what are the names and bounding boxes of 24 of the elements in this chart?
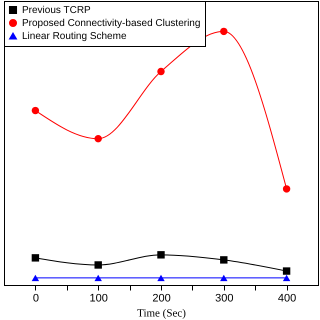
x-axis-title: Time (Sec) (137, 308, 186, 320)
point (32, 106, 40, 114)
point (32, 254, 40, 262)
x-tick-label: 400 (278, 292, 296, 304)
legend-label: Linear Routing Scheme (22, 31, 127, 42)
legend-label: Proposed Connectivity-based Clustering (22, 18, 200, 29)
point (157, 274, 165, 282)
x-tick-label: 100 (90, 292, 108, 304)
point (94, 261, 102, 269)
point (32, 274, 40, 282)
legend-label: Previous TCRP (22, 5, 92, 16)
point (282, 274, 290, 282)
point (157, 251, 165, 259)
point (220, 274, 228, 282)
point (94, 274, 102, 282)
x-tick-label: 300 (215, 292, 234, 304)
x-tick-label: 0 (32, 292, 39, 304)
point (220, 256, 228, 264)
point (94, 134, 102, 142)
point (157, 68, 165, 76)
x-tick-label: 200 (152, 292, 171, 304)
point (220, 28, 228, 36)
point (282, 185, 290, 193)
point (282, 267, 290, 275)
